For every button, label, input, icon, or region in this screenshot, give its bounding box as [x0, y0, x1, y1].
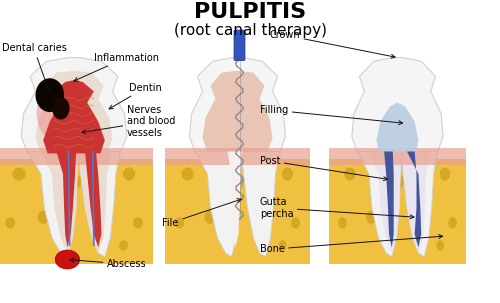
Polygon shape	[407, 152, 421, 247]
Ellipse shape	[56, 250, 80, 269]
Bar	[0, 159, 153, 264]
Ellipse shape	[384, 240, 392, 251]
Ellipse shape	[133, 217, 143, 228]
Ellipse shape	[260, 211, 271, 224]
Polygon shape	[376, 103, 418, 152]
Bar	[166, 159, 310, 264]
Ellipse shape	[12, 168, 26, 181]
Text: Inflammation: Inflammation	[74, 52, 159, 81]
Polygon shape	[78, 152, 112, 253]
Polygon shape	[228, 152, 241, 247]
Ellipse shape	[419, 211, 430, 224]
Polygon shape	[369, 152, 402, 253]
Ellipse shape	[282, 168, 293, 181]
Ellipse shape	[344, 168, 356, 181]
Polygon shape	[402, 152, 430, 253]
Ellipse shape	[278, 240, 286, 251]
Ellipse shape	[366, 211, 376, 224]
Ellipse shape	[38, 211, 48, 224]
Polygon shape	[190, 58, 286, 153]
Ellipse shape	[448, 217, 457, 228]
Polygon shape	[85, 152, 102, 247]
Text: Dental caries: Dental caries	[2, 43, 66, 91]
Ellipse shape	[52, 97, 70, 120]
Polygon shape	[242, 152, 280, 257]
Text: Bone: Bone	[260, 235, 442, 254]
Polygon shape	[28, 152, 78, 257]
Text: (root canal therapy): (root canal therapy)	[174, 23, 326, 38]
Ellipse shape	[230, 174, 244, 189]
Ellipse shape	[175, 217, 184, 228]
Ellipse shape	[182, 168, 194, 181]
Ellipse shape	[291, 217, 300, 228]
Polygon shape	[41, 152, 78, 253]
Bar	[166, 148, 310, 165]
Ellipse shape	[66, 174, 82, 189]
Polygon shape	[43, 80, 105, 153]
Ellipse shape	[204, 211, 214, 224]
Text: Post: Post	[260, 156, 388, 181]
Polygon shape	[352, 58, 443, 153]
Text: File: File	[162, 199, 241, 228]
Bar	[0, 148, 153, 165]
Polygon shape	[402, 152, 438, 257]
Polygon shape	[21, 58, 127, 153]
Ellipse shape	[338, 217, 346, 228]
Polygon shape	[56, 152, 76, 247]
Text: Gutta
percha: Gutta percha	[260, 197, 414, 219]
Polygon shape	[36, 71, 113, 153]
Ellipse shape	[36, 78, 64, 112]
Ellipse shape	[436, 240, 444, 251]
Bar	[329, 148, 466, 165]
Text: Crown: Crown	[269, 30, 395, 58]
Ellipse shape	[224, 240, 232, 251]
Polygon shape	[358, 152, 402, 257]
Ellipse shape	[99, 211, 111, 224]
Polygon shape	[78, 152, 120, 257]
Ellipse shape	[440, 168, 450, 181]
Ellipse shape	[6, 217, 15, 228]
Polygon shape	[384, 152, 394, 247]
FancyBboxPatch shape	[234, 30, 245, 61]
Polygon shape	[202, 71, 272, 152]
Text: Filling: Filling	[260, 105, 402, 125]
Ellipse shape	[119, 240, 128, 251]
Bar	[329, 159, 466, 264]
Text: Nerves
and blood
vessels: Nerves and blood vessels	[82, 105, 175, 138]
Text: Abscess: Abscess	[70, 258, 146, 269]
Ellipse shape	[123, 168, 135, 181]
Polygon shape	[196, 152, 242, 257]
Ellipse shape	[391, 174, 404, 189]
Ellipse shape	[36, 84, 90, 144]
Text: PULPITIS: PULPITIS	[194, 2, 306, 22]
Ellipse shape	[58, 240, 68, 251]
Text: Dentin: Dentin	[109, 83, 162, 109]
